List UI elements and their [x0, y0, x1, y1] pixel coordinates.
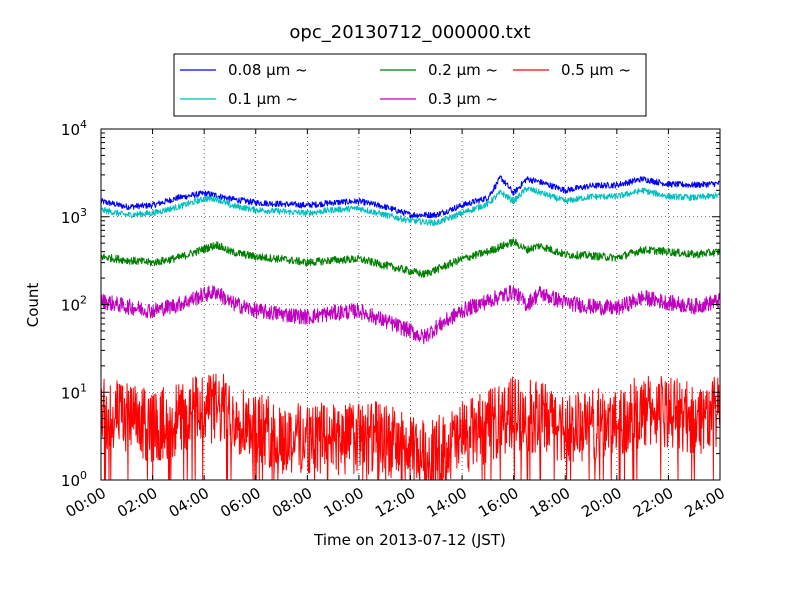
- y-tick-label: 104: [61, 118, 87, 139]
- series-line-1: [100, 175, 721, 219]
- chart-title: opc_20130712_000000.txt: [289, 22, 530, 43]
- y-tick-label: 102: [61, 294, 87, 315]
- y-axis-label: Count: [24, 283, 42, 328]
- legend-box: [173, 53, 647, 117]
- legend-label: 0.2 µm ~: [428, 61, 498, 79]
- legend-label: 0.1 µm ~: [228, 90, 298, 108]
- series-line-2: [100, 186, 721, 227]
- y-tick-label: 100: [61, 469, 87, 490]
- legend: 0.08 µm ~ 0.1 µm ~ 0.2 µm ~ 0.3 µm ~ 0.5 µm …: [173, 53, 647, 117]
- x-axis-label: Time on 2013-07-12 (JST): [313, 531, 506, 549]
- legend-label: 0.5 µm ~: [561, 61, 631, 79]
- series-lines: [100, 175, 721, 481]
- legend-label: 0.08 µm ~: [228, 61, 308, 79]
- y-tick-label: 101: [61, 381, 87, 402]
- series-line-5: [100, 373, 721, 481]
- series-line-4: [100, 284, 721, 345]
- y-tick-label: 103: [61, 206, 87, 227]
- legend-label: 0.3 µm ~: [428, 90, 498, 108]
- series-line-3: [100, 238, 721, 278]
